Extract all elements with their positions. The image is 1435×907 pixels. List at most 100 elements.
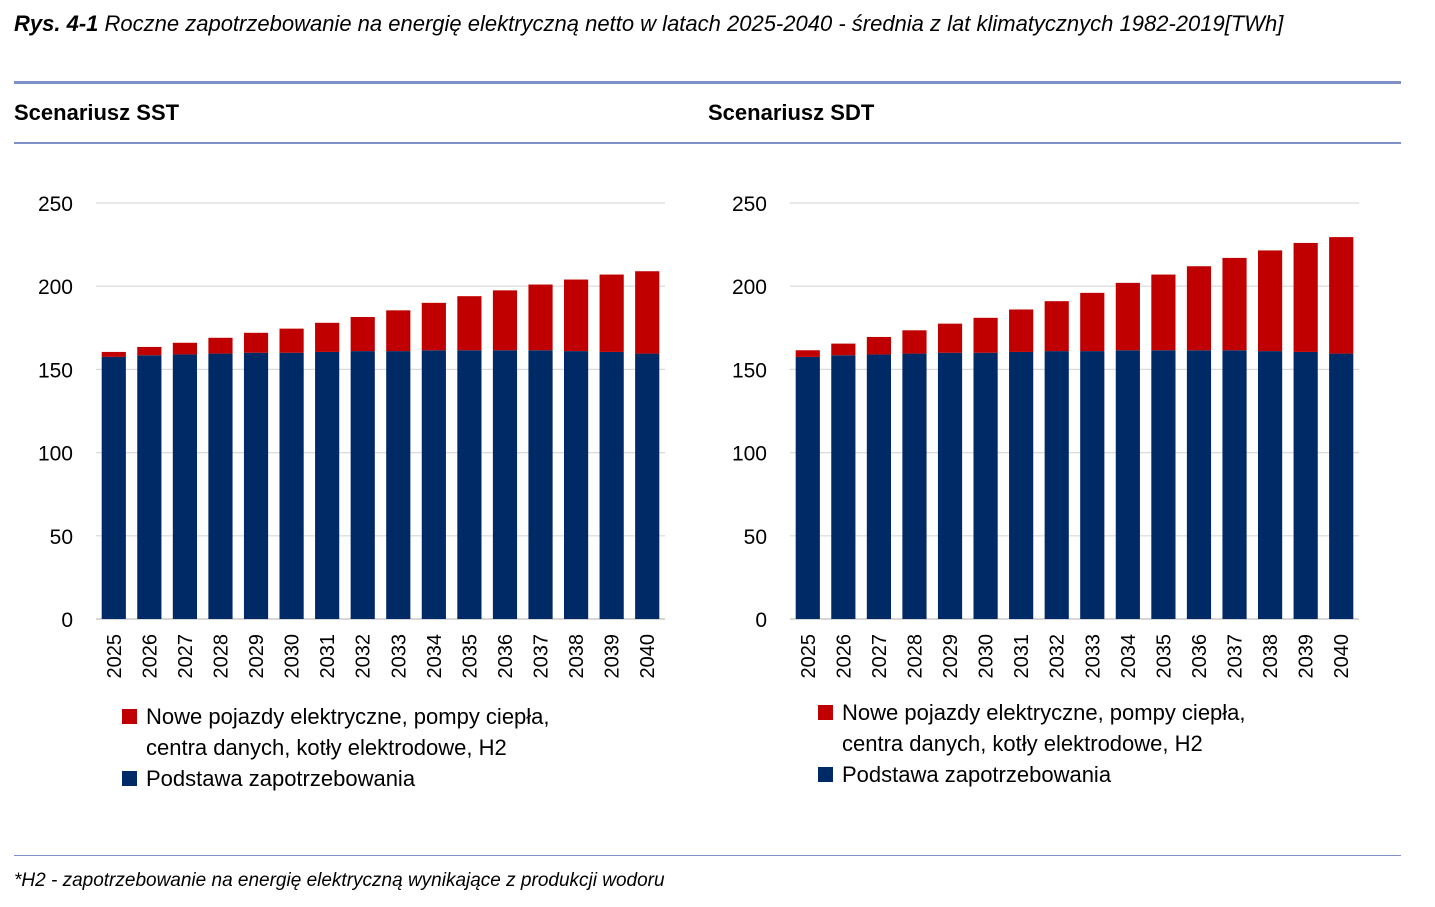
bar-new-2035 (457, 296, 482, 351)
y-tick-label: 0 (61, 609, 73, 632)
chart-title-sst: Scenariusz SST (14, 100, 180, 125)
bar-base-2029 (937, 352, 963, 619)
bar-new-2040 (635, 271, 660, 354)
bar-base-2035 (1151, 350, 1176, 619)
x-tick-label: 2030 (282, 634, 304, 679)
footnote: *H2 - zapotrzebowanie na energię elektry… (14, 870, 665, 891)
bar-new-2029 (937, 323, 963, 353)
bar-base-2036 (492, 350, 518, 619)
bar-new-2034 (1115, 282, 1140, 351)
bar-base-2027 (172, 354, 197, 619)
x-tick-label: 2031 (1011, 634, 1033, 679)
bar-new-2034 (421, 302, 446, 351)
bar-new-2035 (1151, 274, 1176, 351)
bar-base-2030 (279, 352, 304, 619)
bar-base-2034 (421, 350, 446, 619)
x-tick-label: 2032 (353, 634, 375, 679)
legend-label-new: Nowe pojazdy elektryczne, pompy ciepła, (146, 704, 550, 729)
x-tick-label: 2037 (531, 634, 553, 679)
x-tick-label: 2033 (1082, 634, 1104, 679)
bar-base-2032 (350, 351, 375, 619)
x-tick-label: 2038 (566, 634, 588, 679)
bar-new-2027 (172, 342, 197, 355)
bar-new-2038 (1258, 250, 1283, 352)
x-tick-label: 2026 (833, 634, 855, 679)
x-tick-label: 2028 (904, 634, 926, 679)
legend-item-new: Nowe pojazdy elektryczne, pompy ciepła, … (818, 697, 1246, 759)
bar-base-2028 (208, 353, 233, 619)
bar-base-2031 (315, 351, 340, 619)
bar-new-2037 (528, 284, 553, 351)
chart-title-sdt: Scenariusz SDT (708, 100, 875, 125)
x-tick-label: 2040 (1331, 634, 1353, 679)
y-tick-label: 150 (732, 359, 767, 382)
bar-base-2026 (831, 355, 856, 619)
bar-base-2025 (795, 356, 820, 619)
x-tick-label: 2031 (317, 634, 339, 679)
bar-base-2030 (973, 352, 998, 619)
legend-item-base: Podstawa zapotrzebowania (122, 763, 550, 794)
bar-new-2036 (1186, 266, 1212, 351)
x-tick-label: 2033 (388, 634, 410, 679)
legend-label-base: Podstawa zapotrzebowania (146, 766, 416, 791)
bar-base-2034 (1115, 350, 1140, 619)
x-tick-label: 2039 (602, 634, 624, 679)
caption-rule (14, 81, 1401, 84)
bar-new-2038 (564, 279, 589, 352)
bar-new-2025 (101, 351, 126, 357)
bar-new-2031 (1009, 309, 1034, 352)
x-tick-label: 2025 (798, 634, 820, 679)
x-tick-label: 2029 (246, 634, 268, 679)
footnote-rule (14, 855, 1401, 856)
legend-item-new: Nowe pojazdy elektryczne, pompy ciepła, … (122, 701, 550, 763)
bar-base-2027 (866, 354, 891, 619)
bar-base-2038 (1258, 351, 1283, 619)
bar-base-2039 (1293, 351, 1318, 619)
bar-new-2031 (315, 322, 340, 352)
bar-base-2040 (635, 353, 660, 619)
bar-base-2029 (243, 352, 269, 619)
chart-sdt: 0 50 100 150 200 250 2025 2026 2027 2028 2029 2030 2… (732, 193, 1359, 679)
bar-base-2028 (902, 353, 927, 619)
bar-base-2033 (386, 351, 411, 619)
x-tick-label: 2032 (1047, 634, 1069, 679)
x-tick-label: 2038 (1260, 634, 1282, 679)
x-tick-label: 2034 (1118, 634, 1140, 679)
bar-base-2031 (1009, 351, 1034, 619)
x-tick-label: 2037 (1225, 634, 1247, 679)
x-tick-label: 2039 (1296, 634, 1318, 679)
x-tick-label: 2025 (104, 634, 126, 679)
bar-base-2036 (1186, 350, 1212, 619)
y-tick-label: 100 (732, 443, 767, 466)
bar-new-2026 (137, 346, 162, 356)
x-tick-label: 2029 (940, 634, 962, 679)
bar-new-2036 (492, 290, 518, 351)
y-tick-label: 250 (38, 193, 73, 216)
bar-new-2037 (1222, 257, 1247, 351)
legend-swatch-new (818, 705, 833, 720)
legend-label-new-line2: centra danych, kotły elektrodowe, H2 (146, 735, 507, 760)
bar-base-2038 (564, 351, 589, 619)
y-tick-label: 150 (38, 359, 73, 382)
bar-base-2026 (137, 355, 162, 619)
bar-new-2028 (902, 330, 927, 354)
x-tick-label: 2027 (869, 634, 891, 679)
x-tick-label: 2036 (495, 634, 517, 679)
x-tick-label: 2040 (637, 634, 659, 679)
y-tick-label: 200 (38, 276, 73, 299)
legend-sdt: Nowe pojazdy elektryczne, pompy ciepła, … (818, 697, 1246, 790)
x-tick-label: 2035 (459, 634, 481, 679)
x-tick-label: 2027 (175, 634, 197, 679)
bar-new-2030 (279, 328, 304, 353)
legend-swatch-base (818, 767, 833, 782)
x-tick-label: 2036 (1189, 634, 1211, 679)
legend-label-base: Podstawa zapotrzebowania (842, 762, 1112, 787)
bar-new-2039 (599, 274, 624, 352)
legend-label-new: Nowe pojazdy elektryczne, pompy ciepła, (842, 700, 1246, 725)
bar-base-2025 (101, 356, 126, 619)
x-tick-label: 2030 (976, 634, 998, 679)
y-tick-label: 50 (744, 526, 767, 549)
x-tick-label: 2035 (1153, 634, 1175, 679)
bar-new-2040 (1329, 237, 1354, 354)
bar-base-2037 (528, 350, 553, 619)
